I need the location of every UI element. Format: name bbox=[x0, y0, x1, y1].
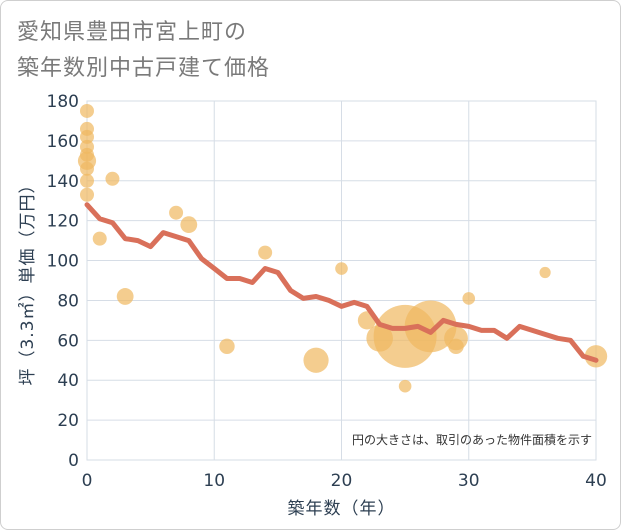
bubble-size-note: 円の大きさは、取引のあった物件面積を示す bbox=[352, 432, 592, 447]
data-bubble bbox=[584, 345, 608, 368]
data-bubble bbox=[80, 161, 94, 176]
y-tick-label: 140 bbox=[47, 172, 79, 192]
y-tick-label: 0 bbox=[68, 451, 79, 471]
x-tick-label: 10 bbox=[203, 471, 225, 491]
y-axis-label: 坪（3.3㎡）単価（万円） bbox=[18, 175, 38, 385]
y-tick-label: 120 bbox=[47, 212, 79, 232]
data-bubble bbox=[92, 231, 107, 246]
y-tick-label: 180 bbox=[47, 92, 79, 112]
data-bubble bbox=[105, 171, 120, 186]
data-bubble bbox=[80, 129, 94, 144]
data-bubble bbox=[80, 173, 94, 188]
data-bubble bbox=[80, 103, 94, 118]
data-bubble bbox=[404, 300, 457, 353]
y-tick-labels: 0 20 40 60 80 100 120 140 160 180 bbox=[47, 92, 79, 471]
x-tick-label: 30 bbox=[458, 471, 480, 491]
x-tick-label: 0 bbox=[82, 471, 93, 491]
title-line-2: 築年数別中古戸建て価格 bbox=[17, 56, 271, 81]
data-bubble bbox=[303, 347, 329, 373]
data-bubble bbox=[180, 216, 198, 234]
data-bubble bbox=[80, 187, 94, 202]
y-tick-label: 80 bbox=[57, 291, 79, 311]
data-bubble bbox=[169, 205, 184, 220]
data-bubble bbox=[335, 262, 348, 275]
x-tick-label: 40 bbox=[585, 471, 607, 491]
data-bubble bbox=[219, 338, 235, 355]
title-line-1: 愛知県豊田市宮上町の bbox=[17, 20, 248, 45]
average-price-line bbox=[84, 202, 599, 363]
x-tick-labels: 0 10 20 30 40 bbox=[82, 471, 607, 491]
data-bubble bbox=[539, 266, 551, 279]
y-tick-label: 160 bbox=[47, 132, 79, 152]
bubble-series bbox=[77, 103, 608, 393]
y-tick-label: 100 bbox=[47, 252, 79, 272]
data-bubble bbox=[462, 292, 476, 305]
chart-title: 愛知県豊田市宮上町の 築年数別中古戸建て価格 bbox=[17, 15, 270, 87]
grid-lines bbox=[86, 100, 597, 461]
y-tick-label: 40 bbox=[57, 371, 79, 391]
x-tick-label: 20 bbox=[331, 471, 353, 491]
x-axis-label: 築年数（年） bbox=[288, 499, 396, 519]
data-bubble bbox=[444, 326, 468, 351]
data-bubble bbox=[116, 288, 134, 305]
data-bubble bbox=[398, 379, 412, 393]
y-tick-label: 60 bbox=[57, 331, 79, 351]
y-tick-label: 20 bbox=[57, 411, 79, 431]
data-bubble bbox=[258, 245, 273, 260]
